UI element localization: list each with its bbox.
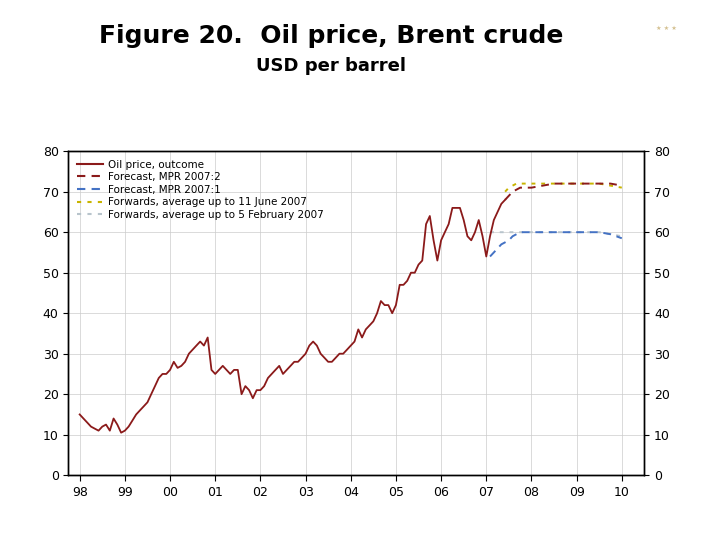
- Text: USD per barrel: USD per barrel: [256, 57, 406, 75]
- Text: Sources: Intercontinental Exchange and the Riksbank: Sources: Intercontinental Exchange and t…: [363, 521, 698, 534]
- Text: ★ ★ ★: ★ ★ ★: [656, 26, 677, 31]
- Text: Figure 20.  Oil price, Brent crude: Figure 20. Oil price, Brent crude: [99, 24, 563, 48]
- Text: SVERIGES: SVERIGES: [647, 43, 685, 49]
- Text: RIKSBANK: RIKSBANK: [647, 61, 686, 67]
- Legend: Oil price, outcome, Forecast, MPR 2007:2, Forecast, MPR 2007:1, Forwards, averag: Oil price, outcome, Forecast, MPR 2007:2…: [73, 157, 327, 223]
